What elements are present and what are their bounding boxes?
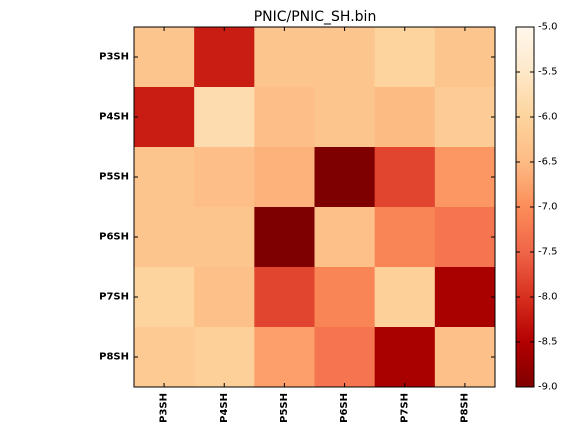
y-tick-label: P4SH [99, 112, 129, 123]
heatmap-cell [314, 27, 376, 88]
heatmap-cell [194, 327, 255, 388]
colorbar-tick-label: -7.5 [538, 247, 558, 258]
heatmap-cell [134, 147, 195, 208]
heatmap-cell [374, 267, 436, 328]
heatmap-cell [314, 207, 376, 268]
colorbar-tick-label: -8.5 [538, 337, 558, 348]
heatmap-cell [254, 327, 315, 388]
heatmap-cell [434, 147, 496, 208]
heatmap-cell [134, 267, 195, 328]
colorbar: -5.0 -5.5 -6.0 -6.5 -7.0 -7.5 -8.0 -8.5 -9.0 [515, 22, 558, 393]
heatmap-cell [194, 87, 255, 148]
heatmap-cell [314, 87, 376, 148]
colorbar-tick-label: -9.0 [538, 382, 558, 393]
heatmap-cell [254, 27, 315, 88]
heatmap-cell [374, 27, 436, 88]
heatmap-cell [194, 27, 255, 88]
colorbar-tick-label: -5.0 [538, 22, 558, 33]
heatmap-cell [254, 87, 315, 148]
plot-frame [133, 26, 496, 388]
x-tick-label: P3SH [159, 393, 170, 423]
colorbar-tick-label: -8.0 [538, 292, 558, 303]
heatmap-cells [134, 27, 496, 388]
heatmap-cell [434, 327, 496, 388]
colorbar-tick-label: -6.0 [538, 112, 558, 123]
heatmap-cell [314, 327, 376, 388]
y-tick-label: P8SH [99, 352, 129, 363]
y-tick-label: P5SH [99, 172, 129, 183]
heatmap-cell [254, 207, 315, 268]
x-tick-label: P5SH [279, 393, 290, 423]
colorbar-tick-label: -6.5 [538, 157, 558, 168]
y-axis: P3SH P4SH P5SH P6SH P7SH P8SH [99, 52, 495, 363]
heatmap-cell [314, 147, 376, 208]
colorbar-tick-label: -5.5 [538, 67, 558, 78]
heatmap-cell [434, 27, 496, 88]
x-tick-label: P7SH [399, 393, 410, 423]
heatmap-cell [434, 207, 496, 268]
colorbar-tick-label: -7.0 [538, 202, 558, 213]
chart-title: PNIC/PNIC_SH.bin [254, 9, 377, 25]
heatmap-cell [134, 327, 195, 388]
y-tick-label: P3SH [99, 52, 129, 63]
heatmap-cell [194, 147, 255, 208]
y-tick-label: P6SH [99, 232, 129, 243]
heatmap-cell [434, 87, 496, 148]
heatmap-cell [374, 147, 436, 208]
heatmap-cell [434, 267, 496, 328]
x-axis: P3SH P4SH P5SH P6SH P7SH P8SH [159, 27, 470, 423]
y-tick-label: P7SH [99, 292, 129, 303]
heatmap-cell [374, 327, 436, 388]
heatmap-cell [314, 267, 376, 328]
heatmap-cell [194, 267, 255, 328]
x-tick-label: P4SH [219, 393, 230, 423]
heatmap-cell [134, 87, 195, 148]
x-tick-label: P8SH [459, 393, 470, 423]
x-tick-label: P6SH [339, 393, 350, 423]
heatmap-cell [374, 207, 436, 268]
heatmap-cell [194, 207, 255, 268]
heatmap-cell [134, 207, 195, 268]
heatmap-cell [134, 27, 195, 88]
heatmap-cell [254, 267, 315, 328]
heatmap-cell [254, 147, 315, 208]
heatmap-cell [374, 87, 436, 148]
